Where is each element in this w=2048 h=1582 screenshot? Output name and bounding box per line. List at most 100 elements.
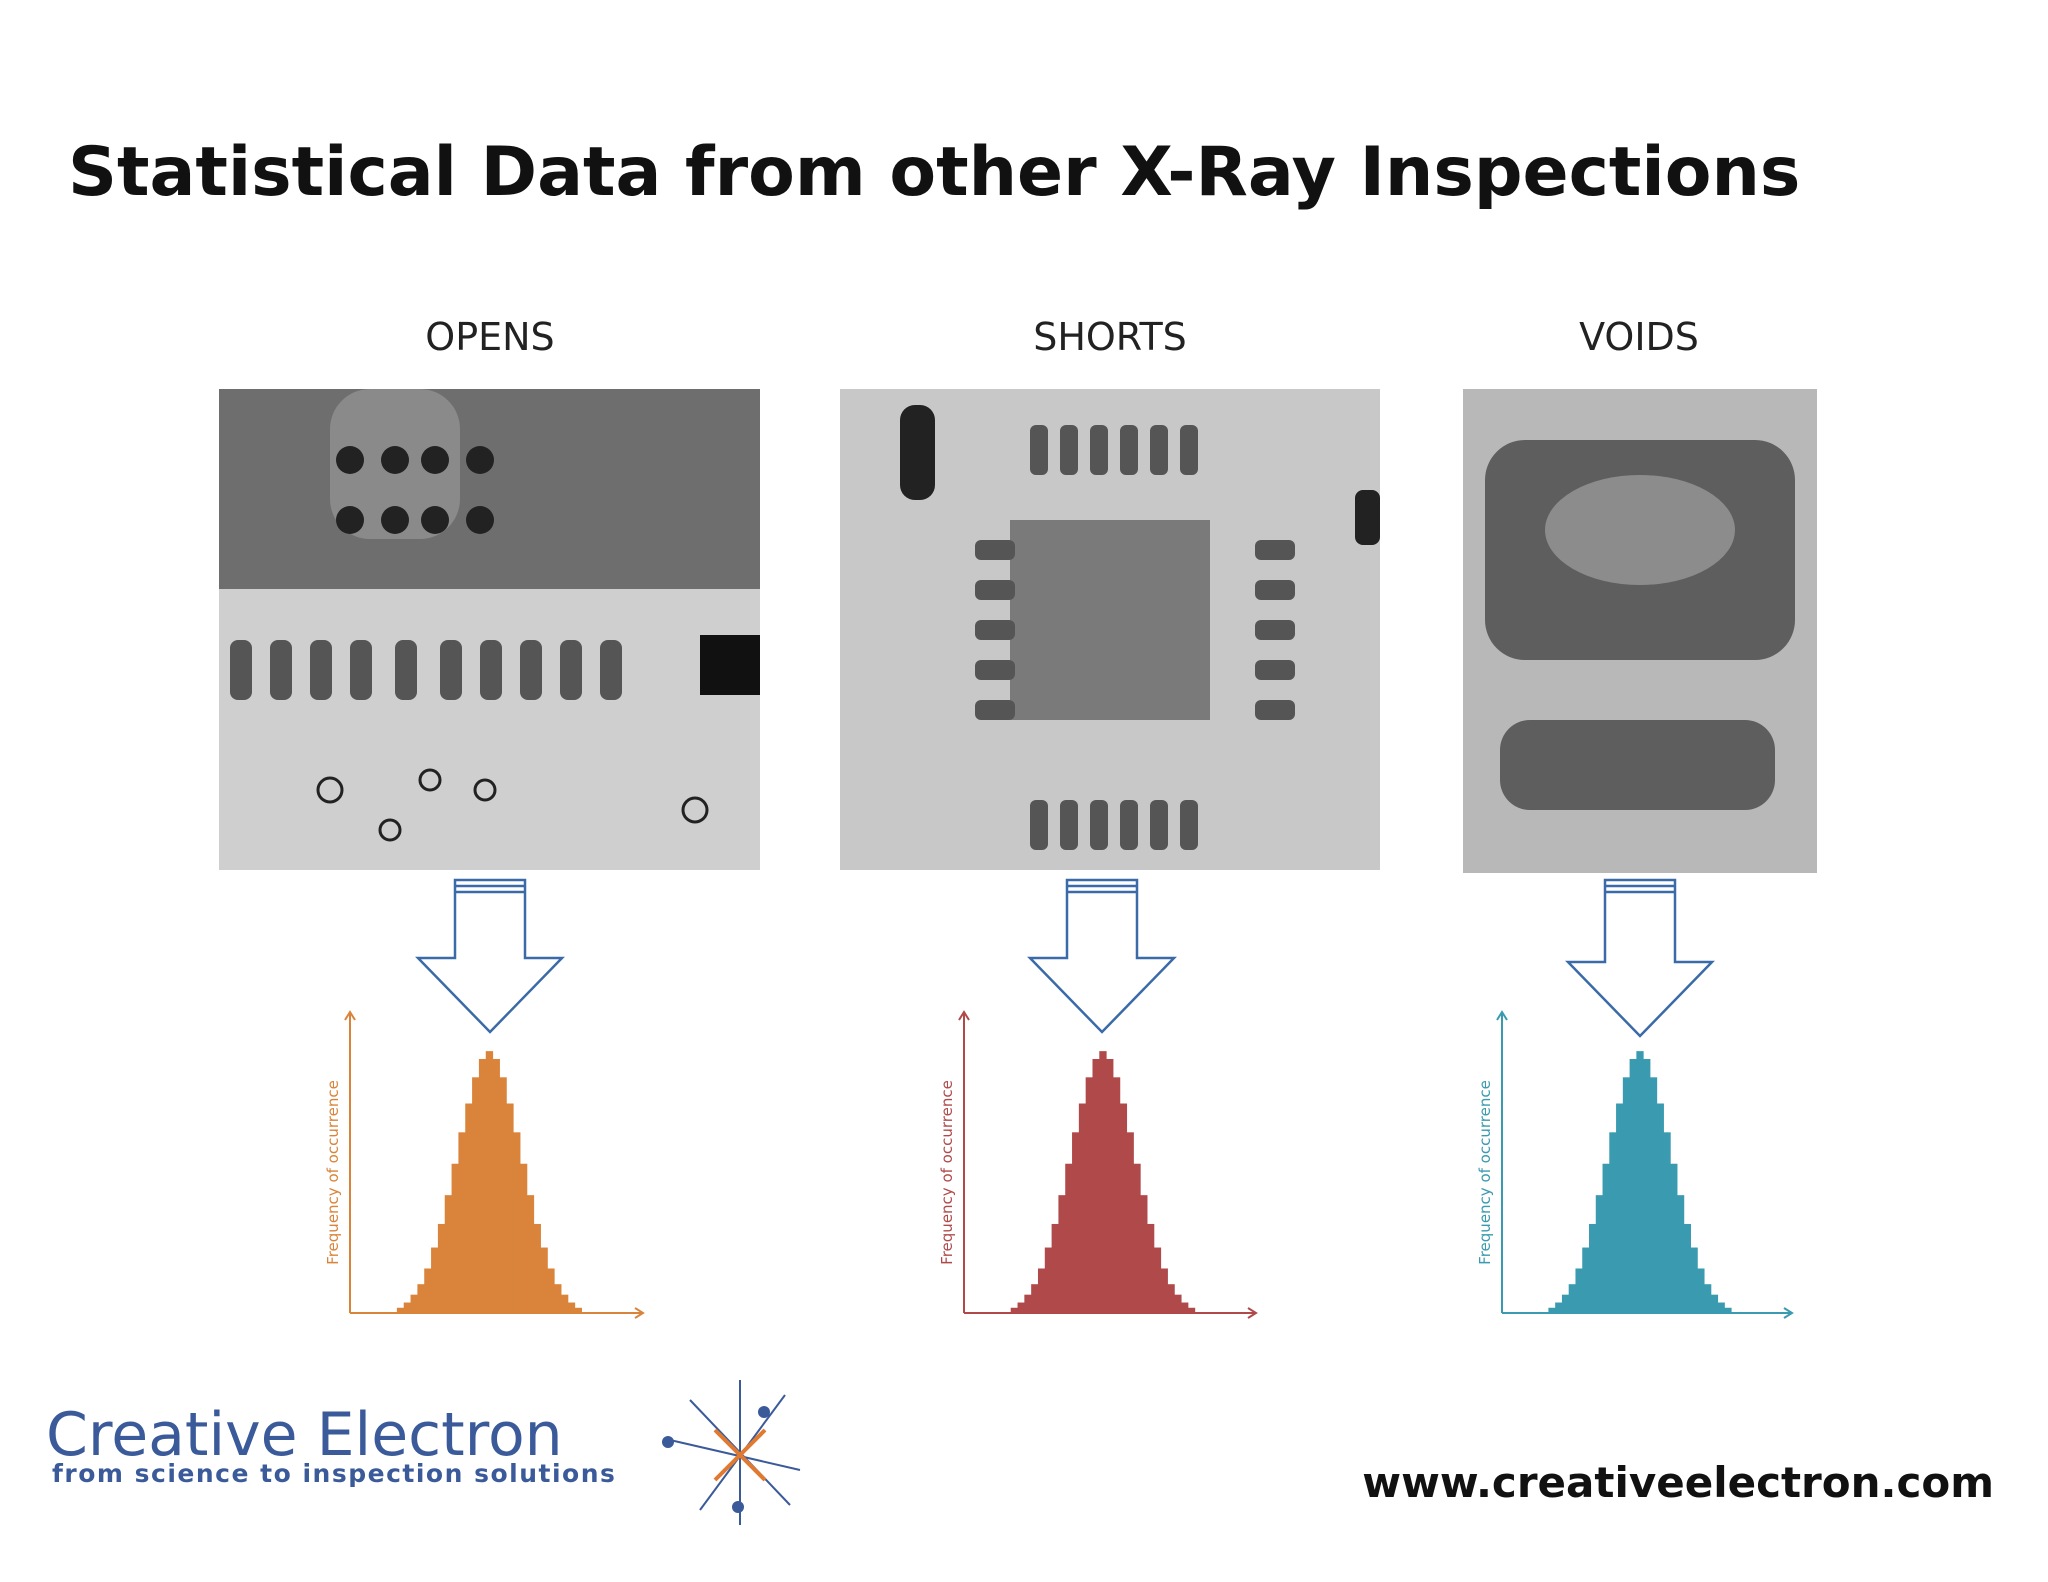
- bar: [1024, 1294, 1032, 1313]
- bar: [1683, 1223, 1691, 1313]
- bar: [1636, 1051, 1644, 1313]
- bar: [1099, 1051, 1107, 1313]
- axis-arrow: [958, 1010, 970, 1021]
- bar: [560, 1294, 569, 1313]
- bar: [533, 1223, 541, 1313]
- bar: [1140, 1195, 1148, 1313]
- bar: [1649, 1077, 1658, 1313]
- axis-arrow: [1496, 1010, 1508, 1021]
- bar: [1704, 1284, 1712, 1313]
- bar: [1085, 1077, 1093, 1313]
- bar: [1037, 1268, 1046, 1313]
- bar: [1629, 1058, 1637, 1313]
- bar: [1065, 1163, 1073, 1313]
- bar: [444, 1195, 453, 1313]
- axis-arrow: [634, 1307, 645, 1319]
- slide-title: Statistical Data from other X-Ray Inspec…: [68, 133, 1800, 212]
- bar: [1724, 1307, 1732, 1313]
- bar: [1561, 1294, 1570, 1313]
- bar: [478, 1058, 487, 1313]
- bar: [1160, 1268, 1168, 1313]
- bar: [472, 1077, 480, 1313]
- xray-image: [219, 389, 760, 870]
- bar: [1078, 1103, 1087, 1313]
- axis-arrow: [1783, 1307, 1794, 1319]
- bar: [424, 1268, 432, 1313]
- bar: [499, 1077, 507, 1313]
- bar: [1031, 1284, 1039, 1313]
- bar: [1555, 1302, 1563, 1313]
- bar: [1622, 1077, 1631, 1313]
- bar: [1663, 1132, 1671, 1313]
- panel-label: SHORTS: [1033, 315, 1187, 359]
- bar: [1595, 1195, 1604, 1313]
- bar: [513, 1132, 521, 1313]
- bar: [451, 1163, 459, 1313]
- bar: [1119, 1103, 1128, 1313]
- bar: [396, 1307, 405, 1313]
- bar: [1676, 1195, 1685, 1313]
- bar: [540, 1247, 548, 1313]
- y-axis-label: Frequency of occurrence: [324, 1080, 342, 1265]
- bar: [1051, 1223, 1059, 1313]
- bar: [431, 1247, 439, 1313]
- bar: [1656, 1103, 1664, 1313]
- bar: [1072, 1132, 1080, 1313]
- bar: [485, 1051, 494, 1313]
- bar: [1710, 1294, 1719, 1313]
- bar: [1609, 1132, 1617, 1313]
- bar: [1133, 1163, 1141, 1313]
- bar: [1568, 1284, 1576, 1313]
- bar: [1548, 1307, 1556, 1313]
- bar: [1717, 1302, 1725, 1313]
- bar: [547, 1268, 555, 1313]
- bar: [1167, 1284, 1175, 1313]
- bar: [1616, 1103, 1624, 1313]
- bar: [1126, 1132, 1134, 1313]
- bar: [1092, 1058, 1100, 1313]
- bar: [437, 1223, 446, 1313]
- bar: [1044, 1247, 1053, 1313]
- axis-arrow: [344, 1010, 356, 1021]
- bar: [526, 1195, 535, 1313]
- bar: [1602, 1163, 1610, 1313]
- bar: [492, 1058, 500, 1313]
- bar: [574, 1307, 582, 1313]
- bar: [1010, 1307, 1019, 1313]
- bar: [417, 1284, 425, 1313]
- bar: [410, 1294, 418, 1313]
- bar: [1106, 1058, 1114, 1313]
- bar: [403, 1302, 412, 1313]
- xray-image: [840, 389, 1380, 870]
- bar: [1017, 1302, 1025, 1313]
- logo-tagline: from science to inspection solutions: [52, 1459, 616, 1488]
- bar: [1146, 1223, 1155, 1313]
- bar: [506, 1103, 514, 1313]
- bar: [567, 1302, 576, 1313]
- bar: [1690, 1247, 1698, 1313]
- bar: [1174, 1294, 1182, 1313]
- bar: [1582, 1247, 1590, 1313]
- bar: [1187, 1307, 1196, 1313]
- arrow: [415, 878, 1715, 1038]
- bar: [1697, 1268, 1705, 1313]
- website-url: www.creativeelectron.com: [1362, 1458, 1994, 1507]
- bar: [458, 1132, 466, 1313]
- bar: [1643, 1058, 1651, 1313]
- bar: [1153, 1247, 1162, 1313]
- y-axis-label: Frequency of occurrence: [938, 1080, 956, 1265]
- bar: [1112, 1077, 1121, 1313]
- bar: [465, 1103, 473, 1313]
- bar: [1181, 1302, 1189, 1313]
- y-axis-label: Frequency of occurrence: [1476, 1080, 1494, 1265]
- panel-label: VOIDS: [1579, 315, 1699, 359]
- logo: Creative Electron from science to inspec…: [46, 1380, 801, 1525]
- axis-arrow: [1247, 1307, 1258, 1319]
- bar: [1589, 1223, 1597, 1313]
- bar: [1670, 1163, 1678, 1313]
- logo-text: Creative Electron: [46, 1400, 563, 1470]
- panel-label: OPENS: [425, 315, 554, 359]
- bar: [554, 1284, 562, 1313]
- xray-image: [1463, 389, 1817, 873]
